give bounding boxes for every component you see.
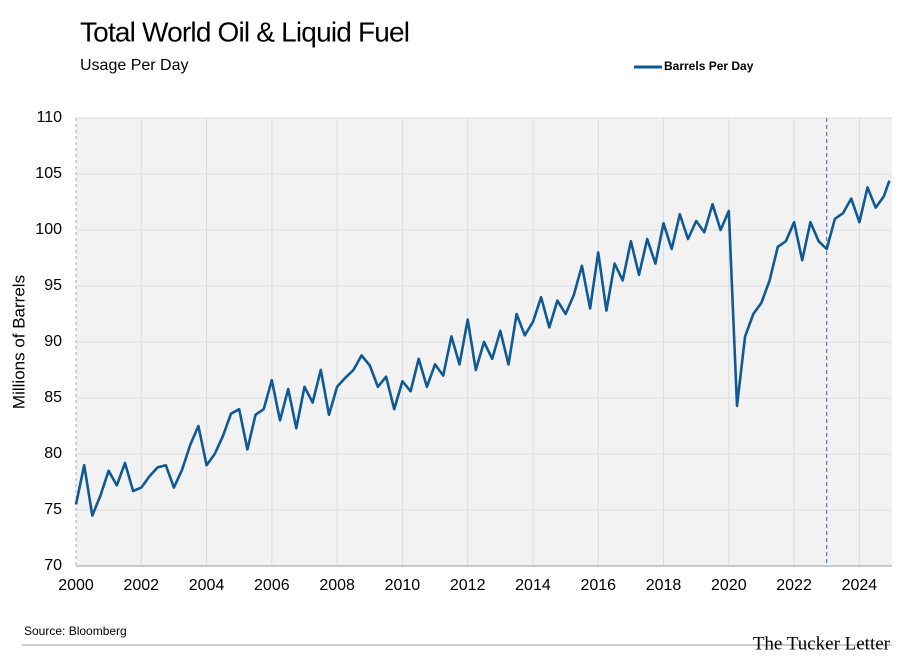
chart-subtitle: Usage Per Day	[80, 57, 189, 74]
x-tick-label: 2016	[580, 577, 616, 594]
x-tick-label: 2022	[776, 577, 812, 594]
y-tick-label: 80	[44, 445, 62, 462]
brand: The Tucker Letter	[753, 633, 891, 654]
y-tick-label: 95	[44, 277, 62, 294]
y-tick-label: 90	[44, 333, 62, 350]
source: Source: Bloomberg	[24, 624, 127, 638]
x-tick-label: 2012	[450, 577, 486, 594]
x-tick-label: 2000	[58, 577, 94, 594]
x-tick-label: 2014	[515, 577, 551, 594]
x-tick-label: 2002	[123, 577, 159, 594]
chart-title: Total World Oil & Liquid Fuel	[80, 16, 410, 47]
y-tick-label: 75	[44, 501, 62, 518]
y-tick-label: 110	[36, 109, 62, 126]
x-tick-label: 2006	[254, 577, 290, 594]
x-tick-label: 2020	[711, 577, 747, 594]
data-line	[74, 180, 891, 517]
x-tick-label: 2018	[646, 577, 682, 594]
y-tick-label: 85	[44, 389, 62, 406]
y-tick-label: 70	[44, 557, 62, 574]
y-tick-label: 105	[35, 165, 62, 182]
legend-label: Barrels Per Day	[664, 59, 754, 73]
x-tick-label: 2024	[842, 577, 878, 594]
x-tick-label: 2004	[189, 577, 225, 594]
x-tick-label: 2010	[385, 577, 421, 594]
y-axis-label: Millions of Barrels	[9, 275, 28, 409]
y-tick-label: 100	[35, 221, 62, 238]
x-tick-label: 2008	[319, 577, 355, 594]
